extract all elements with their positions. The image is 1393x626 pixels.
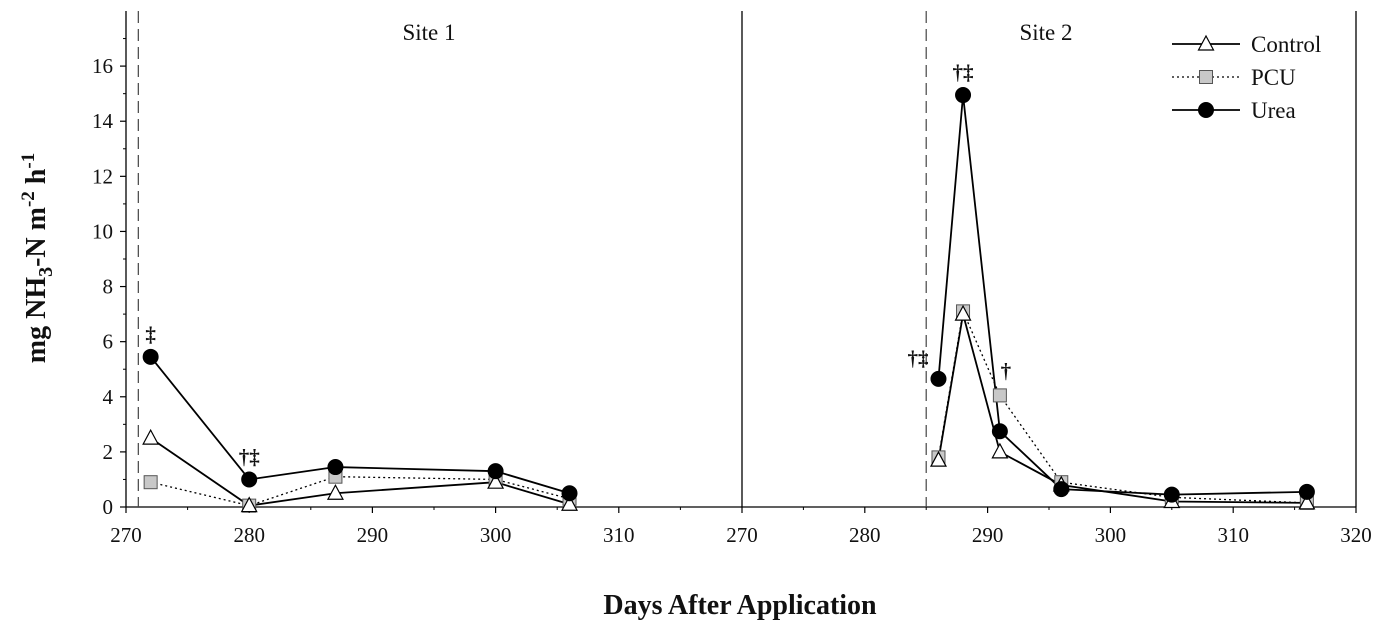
legend-marker-urea bbox=[1198, 102, 1214, 118]
significance-mark: † bbox=[1001, 358, 1012, 382]
point-urea bbox=[561, 485, 578, 502]
series-line-urea bbox=[937, 94, 1307, 496]
legend-marker-pcu bbox=[1199, 70, 1213, 84]
y-axis-title-sup1: -2 bbox=[18, 191, 39, 207]
point-urea bbox=[327, 459, 344, 476]
x-tick-label: 290 bbox=[972, 523, 1004, 547]
x-tick-label: 320 bbox=[1340, 523, 1372, 547]
x-tick-label: 280 bbox=[233, 523, 265, 547]
panel-label-site-1: Site 1 bbox=[402, 20, 455, 45]
significance-mark: †‡ bbox=[953, 60, 974, 84]
y-axis-title-sub: 3 bbox=[35, 267, 57, 277]
y-tick-label: 6 bbox=[103, 330, 114, 354]
legend-label-urea: Urea bbox=[1251, 98, 1296, 123]
point-control bbox=[326, 483, 344, 500]
point-control bbox=[929, 450, 947, 467]
y-axis-title-mid: -N m bbox=[21, 207, 52, 267]
y-tick-label: 4 bbox=[103, 385, 114, 409]
x-tick-label: 270 bbox=[726, 523, 758, 547]
point-urea bbox=[1053, 481, 1070, 498]
annotation-layer: ‡ †‡ †‡ †‡ † bbox=[145, 60, 1011, 468]
y-tick-label: 16 bbox=[92, 54, 113, 78]
point-control bbox=[487, 472, 505, 489]
point-pcu bbox=[992, 388, 1007, 403]
point-urea bbox=[142, 348, 159, 365]
panel-frames bbox=[125, 11, 1357, 508]
x-axis: 270 280 290 300 310 270 280 290 300 310 320 bbox=[110, 507, 1372, 547]
y-tick-label: 0 bbox=[103, 495, 114, 519]
x-tick-label: 310 bbox=[1217, 523, 1249, 547]
point-urea bbox=[955, 87, 972, 104]
legend-label-control: Control bbox=[1251, 32, 1321, 57]
point-pcu bbox=[143, 475, 158, 490]
point-control bbox=[561, 494, 579, 511]
series-line-control bbox=[150, 437, 570, 507]
point-urea bbox=[1163, 486, 1180, 503]
y-axis: 0 2 4 6 8 10 12 14 16 bbox=[92, 38, 126, 519]
x-axis-title: Days After Application bbox=[603, 590, 877, 621]
x-tick-label: 270 bbox=[110, 523, 142, 547]
point-urea bbox=[241, 471, 258, 488]
x-tick-label: 290 bbox=[357, 523, 389, 547]
series-line-pcu bbox=[937, 309, 1307, 504]
point-control bbox=[991, 442, 1009, 459]
series-line-urea bbox=[149, 356, 570, 495]
point-urea bbox=[1298, 483, 1315, 500]
series-layer bbox=[142, 87, 1316, 513]
series-line-control bbox=[937, 313, 1307, 504]
x-tick-label: 300 bbox=[480, 523, 512, 547]
panel-label-site-2: Site 2 bbox=[1019, 20, 1072, 45]
y-axis-title-mid2: h bbox=[21, 168, 52, 191]
point-control bbox=[142, 428, 160, 445]
point-urea bbox=[930, 370, 947, 387]
legend: Control PCU Urea bbox=[1172, 32, 1321, 123]
point-control bbox=[954, 304, 972, 321]
significance-mark: ‡ bbox=[145, 322, 156, 346]
significance-mark: †‡ bbox=[239, 444, 260, 468]
point-urea bbox=[487, 463, 504, 480]
y-tick-label: 12 bbox=[92, 164, 113, 188]
point-control bbox=[1298, 493, 1316, 510]
y-tick-label: 8 bbox=[103, 275, 114, 299]
y-axis-title-prefix: mg NH bbox=[21, 277, 52, 364]
point-urea bbox=[991, 423, 1008, 440]
y-tick-label: 10 bbox=[92, 219, 113, 243]
y-tick-label: 14 bbox=[92, 109, 114, 133]
significance-mark: †‡ bbox=[907, 346, 928, 370]
x-tick-label: 310 bbox=[603, 523, 635, 547]
x-tick-label: 280 bbox=[849, 523, 881, 547]
legend-marker-control bbox=[1197, 34, 1215, 51]
y-axis-title-sup2: -1 bbox=[18, 153, 39, 169]
legend-label-pcu: PCU bbox=[1251, 65, 1296, 90]
point-control bbox=[240, 496, 258, 513]
y-axis-title: mg NH3-N m-2 h-1 bbox=[18, 153, 57, 363]
x-tick-label: 300 bbox=[1095, 523, 1127, 547]
y-tick-label: 2 bbox=[103, 440, 114, 464]
